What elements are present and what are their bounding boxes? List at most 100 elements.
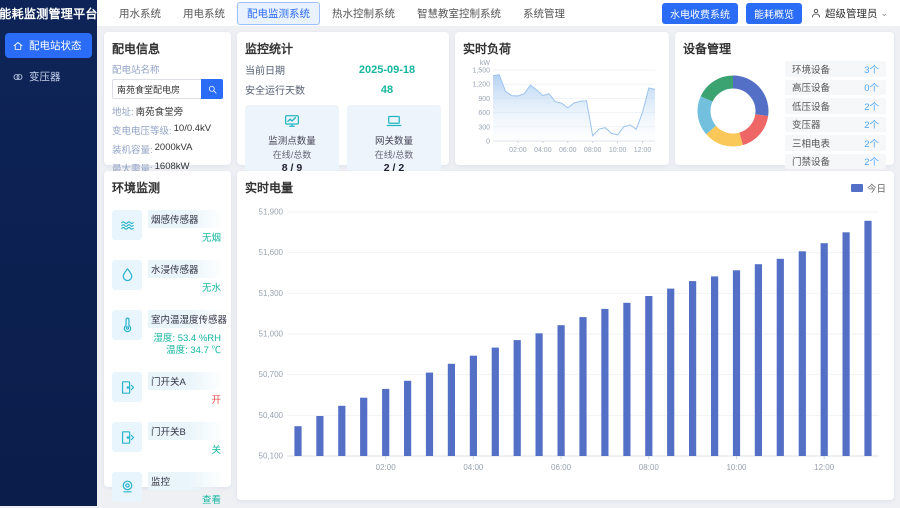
svg-text:12:00: 12:00 [814,463,835,472]
bar-09:00[interactable] [689,281,697,456]
bar-00:30[interactable] [316,416,324,456]
bar-12:00[interactable] [820,243,828,456]
donut-segment-低压设备[interactable] [706,125,743,147]
tab-智慧教室控制系统[interactable]: 智慧教室控制系统 [417,7,501,20]
bar-11:00[interactable] [776,258,784,456]
bar-06:30[interactable] [579,317,587,456]
bar-03:00[interactable] [425,372,434,456]
bar-08:00[interactable] [645,296,653,456]
device-count: 2个 [864,138,879,150]
svg-text:02:00: 02:00 [509,147,527,154]
stat-box: 网关数量 在线/总数 2 / 2 [347,105,441,180]
safe-days-label: 安全运行天数 [245,86,305,97]
bar-05:30[interactable] [535,333,543,456]
realtime-energy-card: 实时电量 今日 50,100 50,400 50,700 51,000 51,300 51… [237,171,894,500]
bar-07:30[interactable] [623,302,631,456]
donut-segment-门禁设备[interactable] [700,75,734,103]
tab-用水系统[interactable]: 用水系统 [119,7,161,20]
svg-text:1,500: 1,500 [472,68,490,75]
bar-10:00[interactable] [732,270,741,456]
env-sensor-监控[interactable]: 监控 查看 [112,471,223,508]
env-sensor-name: 水浸传感器 [148,259,223,278]
env-sensor-body: 室内温湿度传感器 湿度: 53.4 %RH 温度: 34.7 ℃ [148,309,227,359]
station-search-row [112,79,223,99]
tab-热水控制系统[interactable]: 热水控制系统 [332,7,395,20]
search-button[interactable] [201,79,223,99]
chart-legend[interactable]: 今日 [850,181,886,195]
tab-用电系统[interactable]: 用电系统 [183,7,225,20]
station-name-input[interactable] [112,79,201,99]
env-sensor-水浸传感器[interactable]: 水浸传感器无水 [112,259,223,296]
sidebar: 能耗监测管理平台 配电站状态变压器 [0,0,97,506]
bar-01:00[interactable] [338,405,346,456]
station-info-title: 配电信息 [112,42,161,56]
legend-swatch [850,183,863,192]
bar-04:00[interactable] [469,355,477,456]
device-row-变压器[interactable]: 变压器 2个 [785,116,886,132]
env-sensor-烟感传感器[interactable]: 烟感传感器 无烟 [112,210,223,246]
env-sensor-name: 室内温湿度传感器 [148,309,227,328]
donut-segment-变压器[interactable] [738,113,769,146]
station-field-value: 10/0.4kV [173,123,212,134]
station-field: 地址: 南苑食堂旁 [112,104,223,118]
bar-10:30[interactable] [754,264,762,456]
svg-text:51,900: 51,900 [259,208,284,217]
device-count: 0个 [864,83,879,95]
donut-segment-环境设备[interactable] [732,75,769,117]
bar-06:00[interactable] [557,325,565,456]
sidebar-item-配电站状态[interactable]: 配电站状态 [5,33,92,58]
svg-text:1,200: 1,200 [472,82,490,89]
energy-head: 实时电量 今日 [245,179,886,196]
app-title: 能耗监测管理平台 [0,6,98,21]
home-icon [12,40,24,52]
env-sensor-门开关B[interactable]: 门开关B 关 [112,422,223,458]
utility-billing-button[interactable]: 水电收费系统 [661,2,738,24]
env-sensor-list: 烟感传感器 无烟水浸传感器无水室内温湿度传感器 湿度: 53.4 %RH 温度: 34… [112,210,227,508]
device-row-环境设备[interactable]: 环境设备 3个 [785,61,886,77]
bar-01:30[interactable] [360,397,368,456]
env-sensor-status: 无水 [201,282,221,294]
tab-系统管理[interactable]: 系统管理 [523,7,565,20]
bar-12:30[interactable] [842,232,850,456]
bar-08:30[interactable] [667,288,675,456]
env-sensor-室内温湿度传感器[interactable]: 室内温湿度传感器 湿度: 53.4 %RH 温度: 34.7 ℃ [112,309,227,359]
device-row-高压设备[interactable]: 高压设备 0个 [785,79,886,95]
current-date-value: 2025-09-18 [358,63,416,76]
bar-02:30[interactable] [404,380,412,456]
monitor-stats-title: 监控统计 [245,42,294,56]
stat-box: 监测点数量 在线/总数 8 / 9 [245,105,339,180]
svg-text:06:00: 06:00 [551,463,572,472]
bar-07:00[interactable] [601,308,609,456]
bar-00:00[interactable] [294,426,302,456]
device-management-card: 设备管理 环境设备 3个 高压设备 0个 低压设备 2个 变压器 2个 三相电表 2个 门禁设备 2个 [675,32,894,169]
device-row-低压设备[interactable]: 低压设备 2个 [785,98,886,114]
bar-02:00[interactable] [382,388,390,456]
device-label: 高压设备 [792,83,831,95]
sidebar-item-label: 变压器 [29,71,61,83]
user-menu[interactable]: 超级管理员 ⌄ [810,6,888,21]
svg-text:600: 600 [478,110,490,117]
station-name-label: 配电站名称 [112,65,160,76]
bar-03:30[interactable] [447,363,455,456]
sidebar-item-变压器[interactable]: 变压器 [5,64,92,89]
env-sensor-门开关A[interactable]: 门开关A 开 [112,372,223,408]
env-sensor-body: 水浸传感器无水 [148,259,223,296]
device-row-门禁设备[interactable]: 门禁设备 2个 [785,153,886,169]
bar-04:30[interactable] [491,347,499,456]
station-field-value: 2000kVA [154,142,193,153]
energy-overview-button[interactable]: 能耗概览 [745,2,802,24]
svg-text:04:00: 04:00 [463,463,484,472]
camera-icon [112,471,142,502]
bar-11:30[interactable] [798,251,806,456]
device-row-三相电表[interactable]: 三相电表 2个 [785,135,886,151]
bar-13:00[interactable] [864,220,872,456]
chevron-down-icon: ⌄ [880,7,888,18]
bar-05:00[interactable] [513,340,521,456]
env-sensor-body: 烟感传感器 无烟 [148,210,223,246]
svg-text:10:00: 10:00 [609,147,627,154]
bar-09:30[interactable] [711,276,719,456]
donut-segment-三相电表[interactable] [697,96,717,135]
tab-配电监测系统[interactable]: 配电监测系统 [237,1,320,25]
station-field-label: 最大需量: [112,164,153,175]
device-list: 环境设备 3个高压设备 0个低压设备 2个 变压器 2个三相电表 2个 门禁设备 2个 [785,61,886,169]
